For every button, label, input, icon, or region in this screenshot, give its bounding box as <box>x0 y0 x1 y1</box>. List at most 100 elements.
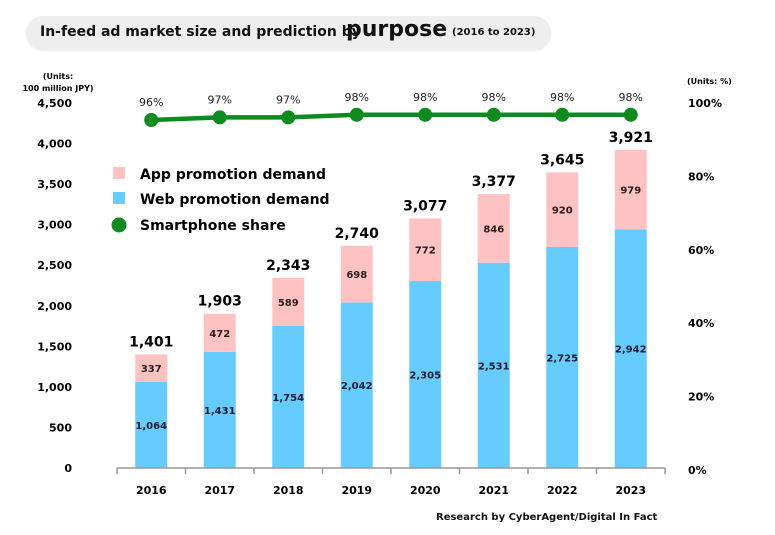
left-axis-tick-label: 3,000 <box>37 219 72 232</box>
title-banner <box>26 16 551 50</box>
chart-title-emphasis: purpose <box>346 17 448 42</box>
legend-label: Smartphone share <box>140 218 286 234</box>
bar-web-promotion <box>477 262 510 468</box>
bar-web-value-label: 2,725 <box>546 353 578 364</box>
bar-total-label: 3,377 <box>472 174 516 190</box>
bar-app-value-label: 920 <box>552 206 573 217</box>
bar-app-value-label: 698 <box>346 270 367 281</box>
bar-app-promotion <box>546 172 579 247</box>
bar-web-value-label: 1,431 <box>204 406 236 417</box>
left-axis-tick-label: 2,500 <box>37 259 72 272</box>
bar-total-label: 3,645 <box>540 152 584 168</box>
share-point <box>418 107 433 122</box>
chart-title: In-feed ad market size and prediction by <box>40 24 361 40</box>
share-point <box>555 107 570 122</box>
share-point <box>349 107 364 122</box>
bar-web-value-label: 2,531 <box>478 361 510 372</box>
bar-web-value-label: 2,305 <box>409 371 441 382</box>
bar-web-promotion <box>272 325 305 468</box>
share-point <box>212 110 227 125</box>
bar-app-promotion <box>272 277 305 326</box>
bar-web-promotion <box>135 381 168 468</box>
bar-app-promotion <box>340 245 373 303</box>
right-axis: (Units: %) 0% 20% 40% 60% 80% 100% <box>687 77 732 477</box>
bar-web-value-label: 1,064 <box>135 421 167 432</box>
bar-web-value-label: 1,754 <box>272 393 304 404</box>
legend-swatch-share <box>111 217 127 233</box>
x-tick-label: 2019 <box>341 484 372 497</box>
bar-app-value-label: 846 <box>483 224 504 235</box>
bar-web-promotion <box>409 281 442 468</box>
right-axis-tick-label: 20% <box>688 391 714 404</box>
share-point <box>144 113 159 127</box>
bar-app-value-label: 472 <box>209 329 230 340</box>
bar-app-promotion <box>614 149 647 230</box>
legend-swatch-web <box>113 192 125 204</box>
share-line-path <box>151 112 631 123</box>
bar-total-label: 2,740 <box>335 226 380 242</box>
bars-group: 1,064 337 1,401 1,431 472 1,903 1,754 589 2,343 2… <box>129 130 653 468</box>
right-axis-tick-label: 80% <box>688 170 714 183</box>
smartphone-share-line: 96% 97% 97% 98% 98% 98% 98% 98% <box>139 91 643 127</box>
bar-app-promotion <box>135 354 168 382</box>
bar-web-value-label: 2,042 <box>341 381 373 392</box>
bar-web-promotion <box>203 351 236 468</box>
share-point-label: 97% <box>208 93 232 106</box>
legend: App promotion demand Web promotion demand… <box>111 167 330 234</box>
left-axis-tick-label: 3,500 <box>37 178 72 191</box>
share-point-label: 98% <box>413 91 437 104</box>
left-axis-tick-label: 1,000 <box>37 381 72 394</box>
share-point <box>623 107 638 122</box>
bar-app-value-label: 979 <box>620 186 641 197</box>
bar-total-label: 1,903 <box>198 294 242 310</box>
legend-swatch-app <box>113 167 125 179</box>
bar-app-promotion <box>477 194 510 263</box>
chart-title-range: (2016 to 2023) <box>452 27 536 38</box>
left-axis-unit-1: (Units: <box>43 72 73 81</box>
right-axis-tick-label: 60% <box>688 244 714 257</box>
bar-total-label: 3,921 <box>609 130 653 146</box>
bar-app-promotion <box>203 313 236 352</box>
share-point-label: 98% <box>482 91 506 104</box>
left-axis-unit-2: 100 million JPY) <box>22 84 93 93</box>
right-axis-unit: (Units: %) <box>687 77 732 86</box>
x-tick-label: 2016 <box>136 484 167 497</box>
share-point-label: 98% <box>550 91 574 104</box>
x-tick-label: 2023 <box>615 484 646 497</box>
left-axis: (Units: 100 million JPY) 0 500 1,000 1,500 2… <box>22 72 93 475</box>
x-axis <box>116 467 666 474</box>
source-credit: Research by CyberAgent/Digital In Fact <box>436 512 658 523</box>
bar-web-promotion <box>546 246 579 468</box>
left-axis-tick-label: 1,500 <box>37 340 72 353</box>
left-axis-tick-label: 4,500 <box>37 97 72 110</box>
share-point-label: 98% <box>619 91 643 104</box>
x-tick-labels: 2016 2017 2018 2019 2020 2021 2022 2023 <box>136 484 646 497</box>
right-axis-tick-label: 0% <box>688 464 707 477</box>
bar-web-promotion <box>614 229 647 468</box>
bar-web-promotion <box>340 302 373 468</box>
x-tick-label: 2018 <box>273 484 304 497</box>
legend-label: Web promotion demand <box>140 192 330 208</box>
share-point <box>486 107 501 122</box>
bar-app-value-label: 772 <box>415 246 436 257</box>
bar-total-label: 2,343 <box>266 258 310 274</box>
x-tick-label: 2021 <box>478 484 509 497</box>
x-tick-label: 2020 <box>410 484 441 497</box>
left-axis-tick-label: 500 <box>49 421 72 434</box>
legend-label: App promotion demand <box>140 167 326 183</box>
share-point-label: 97% <box>276 93 300 106</box>
x-tick-label: 2017 <box>204 484 235 497</box>
bar-total-label: 3,077 <box>403 198 447 214</box>
share-point-label: 96% <box>139 96 163 109</box>
bar-web-value-label: 2,942 <box>615 345 647 356</box>
left-axis-tick-label: 4,000 <box>37 138 72 151</box>
bar-total-label: 1,401 <box>129 334 173 350</box>
right-axis-tick-label: 40% <box>688 317 714 330</box>
bar-app-value-label: 337 <box>141 364 162 375</box>
x-tick-label: 2022 <box>547 484 578 497</box>
bar-app-promotion <box>409 218 442 282</box>
right-axis-tick-label: 100% <box>688 97 722 110</box>
bar-app-value-label: 589 <box>278 298 299 309</box>
left-axis-tick-label: 0 <box>64 462 72 475</box>
